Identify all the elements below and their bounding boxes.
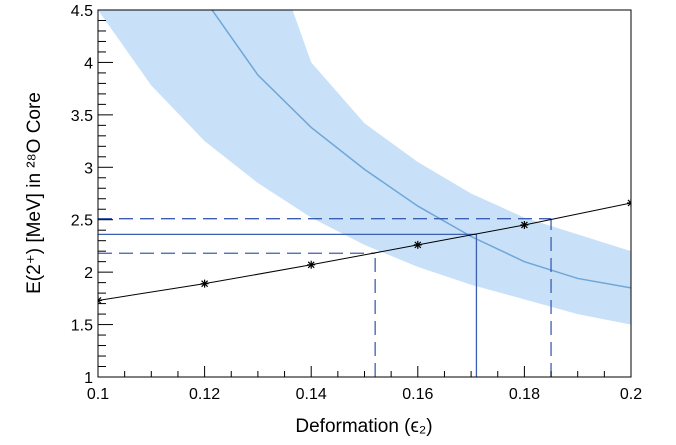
y-tick-label: 1.5	[71, 318, 93, 335]
y-tick-label: 2	[84, 265, 93, 282]
y-tick-label: 3.5	[71, 108, 93, 125]
x-tick-label: 0.1	[87, 386, 109, 403]
data-line	[98, 202, 631, 301]
x-axis-title: Deformation (ϵ₂)	[295, 416, 432, 437]
x-tick-label: 0.16	[402, 386, 433, 403]
y-tick-label: 4	[84, 55, 93, 72]
y-tick-label: 4.5	[71, 3, 93, 20]
y-tick-label: 3	[84, 160, 93, 177]
x-tick-label: 0.12	[189, 386, 220, 403]
uncertainty-band	[98, 10, 631, 325]
y-axis-title: E(2⁺) [MeV] in ²⁸O Core	[24, 92, 45, 294]
x-tick-label: 0.14	[296, 386, 327, 403]
y-tick-label: 2.5	[71, 213, 93, 230]
data-point	[307, 260, 316, 269]
y-tick-label: 1	[84, 370, 93, 387]
data-point	[413, 240, 422, 249]
central-curve	[211, 10, 631, 289]
x-tick-label: 0.2	[620, 386, 642, 403]
x-tick-label: 0.18	[509, 386, 540, 403]
data-point	[200, 279, 209, 288]
data-point	[520, 220, 529, 229]
